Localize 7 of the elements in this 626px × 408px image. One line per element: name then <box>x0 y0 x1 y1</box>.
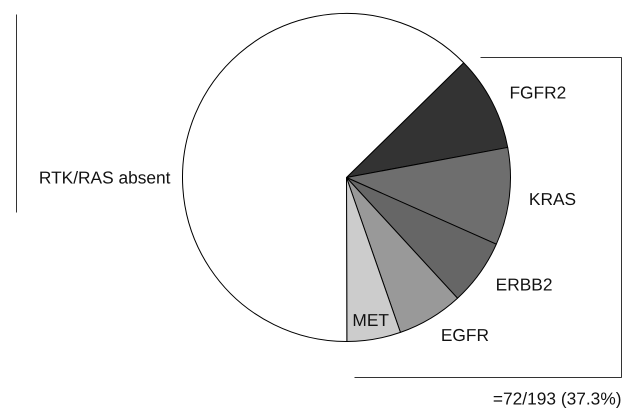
text: =72/193 (37.3%) <box>492 388 622 408</box>
slice-label: KRAS <box>528 188 576 209</box>
slice-label: EGFR <box>440 325 489 346</box>
slice-label: ERBB2 <box>496 274 552 295</box>
slice-label: RTK/RAS absent <box>38 168 171 188</box>
slice-label: MET <box>352 310 390 330</box>
slice-label: FGFR2 <box>509 82 566 103</box>
